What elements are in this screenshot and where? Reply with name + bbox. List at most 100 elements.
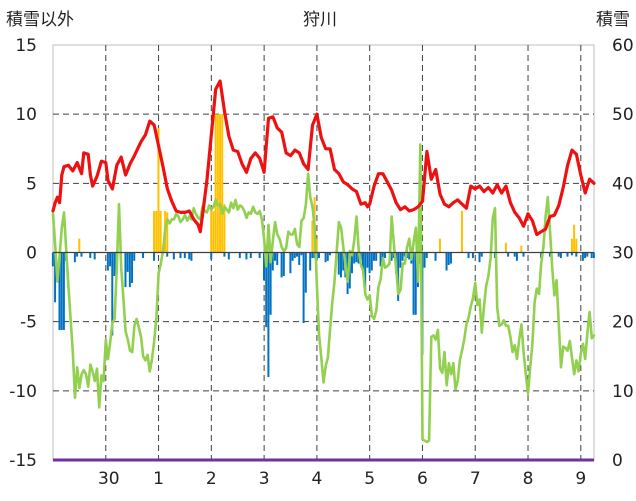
bar-s0-75 (368, 252, 371, 274)
bar-s0-113 (548, 252, 551, 257)
chart-title: 狩川 (303, 10, 337, 30)
bar-s1-20 (520, 245, 523, 253)
bar-s0-77 (372, 252, 375, 261)
bar-s0-109 (513, 252, 516, 257)
x-tick-label-7: 7 (470, 469, 481, 489)
bar-s0-7 (76, 252, 79, 257)
x-axis-ticks: 30 1 2 3 4 5 6 7 8 9 (98, 469, 586, 489)
bar-s0-121 (586, 252, 589, 257)
bar-s0-68 (353, 252, 356, 264)
bar-s0-3 (60, 252, 63, 330)
bar-s0-110 (515, 252, 518, 261)
bar-s0-120 (584, 252, 587, 259)
bar-s0-92 (412, 252, 415, 315)
bar-s0-8 (80, 252, 83, 257)
bar-s0-47 (293, 252, 296, 259)
bar-s1-9 (214, 114, 217, 253)
bar-s0-80 (381, 252, 384, 261)
bar-s0-52 (304, 252, 307, 293)
right-tick-label-3: 30 (612, 244, 634, 264)
bar-s1-19 (504, 242, 507, 253)
bar-s0-108 (507, 252, 510, 257)
bar-s1-23 (575, 238, 578, 253)
bar-s0-116 (566, 252, 569, 257)
bar-s0-27 (188, 252, 191, 260)
left-tick-label-6: -15 (9, 451, 37, 471)
bar-s0-114 (557, 252, 560, 257)
bar-s1-10 (216, 114, 219, 253)
bar-s0-104 (471, 252, 474, 259)
bar-s0-106 (480, 252, 483, 257)
bar-s0-6 (73, 252, 76, 263)
bar-s0-54 (311, 252, 314, 259)
x-tick-label-0: 30 (98, 469, 120, 489)
bar-s0-37 (265, 252, 268, 328)
bar-s0-18 (128, 252, 131, 288)
bar-s1-3 (157, 128, 160, 253)
bar-s0-118 (575, 252, 578, 257)
left-tick-label-1: 10 (15, 105, 37, 125)
bar-s0-32 (238, 252, 241, 259)
bar-s0-31 (227, 252, 230, 260)
bar-s0-63 (342, 252, 345, 271)
bar-s1-17 (438, 238, 441, 253)
bar-s0-76 (370, 252, 373, 271)
bar-s0-21 (142, 252, 145, 259)
x-tick-label-3: 3 (259, 469, 270, 489)
bar-s0-14 (113, 252, 116, 277)
right-tick-label-6: 0 (612, 451, 623, 471)
bar-s0-88 (403, 252, 406, 257)
right-tick-label-0: 60 (612, 36, 634, 56)
right-tick-label-2: 40 (612, 174, 634, 194)
bar-s0-2 (58, 252, 61, 330)
bar-s1-21 (570, 238, 573, 253)
bar-s0-111 (522, 252, 525, 257)
left-axis-label: 積雪以外 (6, 10, 74, 30)
bar-s0-123 (592, 252, 595, 259)
bar-s0-97 (423, 252, 426, 268)
bar-s0-102 (449, 252, 452, 264)
right-tick-label-1: 50 (612, 105, 634, 125)
bar-s0-49 (298, 252, 301, 265)
bar-s0-17 (126, 252, 129, 272)
bar-s1-13 (223, 204, 226, 253)
bar-s0-48 (296, 252, 298, 257)
bar-s1-8 (212, 211, 215, 253)
bar-s0-103 (467, 252, 470, 259)
bar-s1-16 (315, 238, 318, 253)
bar-s0-9 (89, 252, 92, 259)
bar-s0-57 (318, 252, 320, 259)
bar-s0-25 (179, 252, 182, 259)
bar-s0-16 (124, 252, 127, 288)
bar-s0-45 (289, 252, 292, 274)
bar-s0-61 (337, 252, 340, 275)
bar-s0-1 (54, 252, 57, 303)
left-tick-label-4: -5 (20, 313, 37, 333)
bar-s1-12 (221, 114, 224, 253)
bar-s0-12 (109, 252, 112, 267)
bar-s0-30 (223, 252, 226, 257)
right-axis-ticks: 60 50 40 30 20 10 0 (612, 36, 634, 471)
bar-s0-81 (383, 252, 386, 259)
bar-s0-98 (425, 252, 428, 259)
bar-s0-99 (434, 252, 437, 261)
bar-s0-117 (570, 252, 573, 256)
bar-s0-43 (280, 252, 283, 278)
bar-s0-82 (390, 252, 393, 261)
bar-s0-115 (559, 252, 562, 259)
bar-s0-59 (326, 252, 329, 261)
right-tick-label-5: 10 (612, 382, 634, 402)
bar-s1-4 (159, 211, 162, 253)
x-tick-label-9: 9 (575, 469, 586, 489)
bar-s0-53 (309, 252, 312, 271)
x-tick-label-6: 6 (417, 469, 428, 489)
bar-s1-0 (78, 238, 81, 253)
bar-s0-22 (153, 252, 156, 261)
bar-s0-23 (166, 252, 169, 257)
right-tick-label-4: 20 (612, 313, 634, 333)
x-tick-label-2: 2 (206, 469, 217, 489)
bar-s0-70 (357, 252, 360, 264)
bar-s0-72 (361, 252, 364, 271)
bar-s0-122 (590, 252, 593, 259)
